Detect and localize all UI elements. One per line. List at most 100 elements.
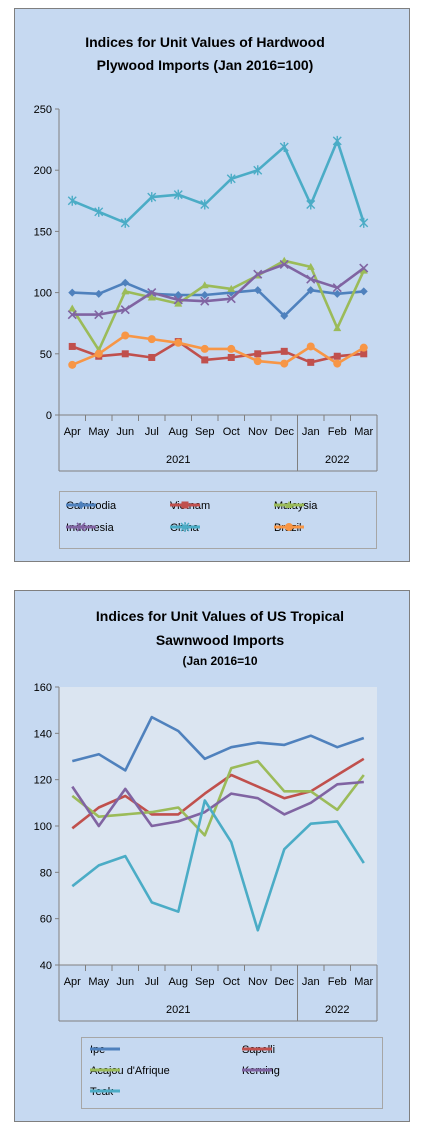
x-tick-label: Jun	[116, 976, 134, 988]
data-point-cambodia	[253, 286, 262, 295]
data-point-brazil	[359, 343, 368, 352]
data-point-malaysia	[200, 281, 209, 289]
data-point-brazil	[174, 338, 183, 347]
x-tick-label: Aug	[168, 426, 188, 438]
x-tick-label: Sep	[195, 976, 215, 988]
legend-label: Acajou d'Afrique	[90, 1065, 170, 1077]
legend-item-ipe: Ipe	[90, 1044, 120, 1056]
x-tick-label: May	[88, 976, 109, 988]
x-tick-label: Feb	[328, 426, 347, 438]
legend-swatch-teak	[90, 1089, 120, 1093]
series-line-cambodia	[72, 281, 364, 318]
y-tick-label: 120	[34, 775, 52, 787]
legend-swatch-marker	[77, 501, 85, 509]
data-point-cambodia	[333, 289, 342, 298]
data-point-brazil	[306, 342, 315, 351]
sawnwood-chart-svg: Indices for Unit Values of US Tropical Sa…	[34, 608, 378, 1022]
chart-subtitle: Sawnwood Imports	[156, 632, 285, 648]
series-china	[67, 135, 369, 228]
x-tick-label: Mar	[354, 976, 373, 988]
legend-swatch-acajou-d-afrique	[90, 1068, 120, 1072]
series-line-vietnam	[71, 340, 364, 364]
y-tick-label: 50	[40, 349, 52, 361]
data-point-brazil	[253, 357, 262, 366]
data-point-china	[67, 195, 77, 206]
x-tick-label: Oct	[223, 426, 240, 438]
data-point-cambodia	[121, 278, 130, 287]
series-line-malaysia	[71, 259, 365, 352]
data-point-malaysia	[121, 287, 130, 295]
data-point-indonesia	[332, 283, 342, 293]
x-tick-label: Sep	[195, 426, 215, 438]
series-indonesia	[67, 259, 369, 320]
data-point-china	[279, 141, 289, 152]
data-point-vietnam	[333, 352, 341, 360]
series-line-teak	[71, 799, 365, 932]
data-point-indonesia	[279, 259, 289, 270]
data-point-vietnam	[254, 350, 262, 358]
data-point-brazil	[280, 359, 289, 368]
legend-item-sapelli: Sapelli	[242, 1044, 275, 1056]
data-point-china	[306, 199, 316, 210]
legend-item-acajou-d-afrique: Acajou d'Afrique	[90, 1065, 170, 1077]
legend-swatch-marker	[181, 501, 189, 509]
legend-item-indonesia: Indonesia	[66, 522, 114, 534]
data-point-china	[147, 192, 157, 203]
data-point-cambodia	[280, 311, 289, 320]
legend-swatch-sapelli	[242, 1047, 272, 1051]
x-tick-label: Jun	[116, 426, 134, 438]
year-group-label: 2021	[166, 454, 190, 466]
chart-title: Indices for Unit Values of Hardwood	[85, 34, 325, 50]
data-point-vietnam	[307, 358, 315, 366]
data-point-malaysia	[174, 299, 183, 307]
plywood-legend: Cambodia Vietnam Malaysia Indonesia China Bra…	[59, 491, 377, 549]
data-point-brazil	[68, 360, 77, 369]
data-point-indonesia	[359, 263, 369, 273]
data-point-vietnam	[201, 356, 209, 364]
legend-swatch-vietnam	[170, 501, 200, 509]
data-point-china	[359, 217, 369, 228]
data-point-indonesia	[306, 274, 316, 284]
x-tick-label: Nov	[248, 426, 268, 438]
data-point-cambodia	[94, 289, 103, 298]
data-point-malaysia	[333, 324, 342, 332]
data-point-cambodia	[359, 287, 368, 296]
y-tick-label: 100	[34, 288, 52, 300]
chart-subtitle: Plywood Imports (Jan 2016=100)	[97, 57, 314, 73]
series-line-indonesia	[72, 263, 365, 316]
x-tick-label: Feb	[328, 976, 347, 988]
year-group-label: 2022	[325, 454, 349, 466]
data-point-china	[226, 173, 236, 184]
series-line-ipe	[71, 715, 365, 772]
x-tick-label: Jan	[302, 976, 320, 988]
data-point-brazil	[94, 349, 103, 358]
data-point-china	[120, 217, 130, 228]
data-point-china	[253, 165, 263, 176]
x-tick-label: Dec	[274, 976, 294, 988]
legend-swatch-marker	[76, 522, 86, 532]
x-tick-label: Oct	[223, 976, 240, 988]
y-tick-label: 100	[34, 821, 52, 833]
plot-area	[59, 109, 377, 415]
legend-swatch-indonesia	[66, 522, 96, 532]
data-point-china	[173, 189, 183, 200]
year-group-label: 2022	[325, 1004, 349, 1016]
data-point-indonesia	[173, 295, 183, 305]
data-point-vietnam	[360, 350, 368, 358]
x-tick-label: Jul	[145, 426, 159, 438]
legend-swatch-ipe	[90, 1047, 120, 1051]
legend-swatch-cambodia	[66, 501, 96, 509]
series-line-brazil	[71, 334, 365, 367]
data-point-malaysia	[68, 304, 77, 312]
data-point-vietnam	[280, 347, 288, 355]
legend-swatch-marker	[180, 522, 190, 532]
data-point-cambodia	[68, 288, 77, 297]
y-tick-label: 200	[34, 165, 52, 177]
series-keruing	[71, 780, 364, 828]
x-tick-label: Apr	[64, 976, 81, 988]
y-tick-label: 60	[40, 914, 52, 926]
y-tick-label: 150	[34, 226, 52, 238]
data-point-brazil	[200, 344, 209, 353]
series-line-keruing	[71, 780, 364, 828]
data-point-vietnam	[121, 350, 129, 358]
